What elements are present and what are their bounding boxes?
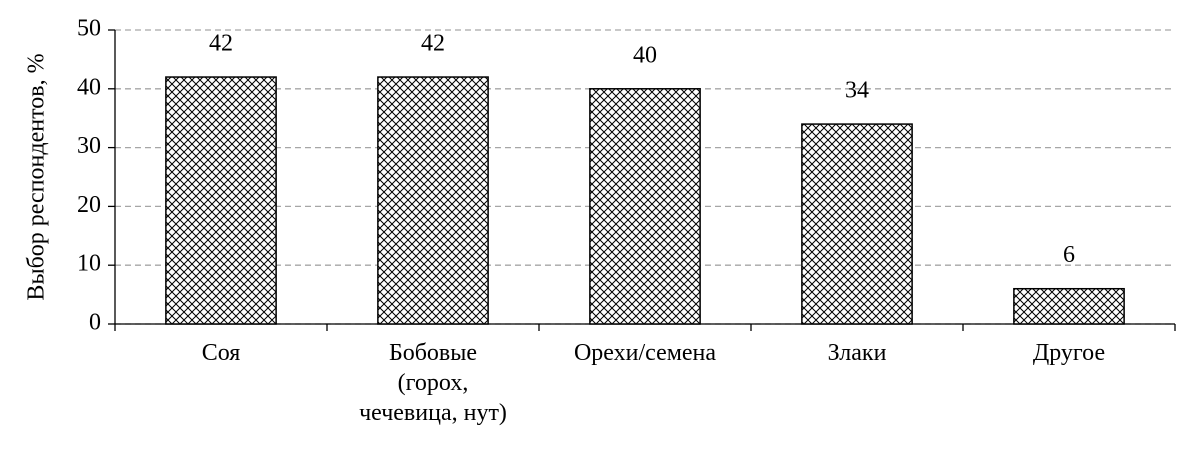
x-tick-label: Бобовые (горох, чечевица, нут) xyxy=(359,340,507,426)
y-tick-label: 20 xyxy=(77,192,101,218)
bar xyxy=(377,76,489,325)
y-tick-label: 50 xyxy=(77,16,101,42)
bar xyxy=(589,88,701,325)
bar xyxy=(801,123,913,325)
data-label: 40 xyxy=(633,42,657,68)
y-tick-label: 10 xyxy=(77,251,101,277)
x-tick-label: Злаки xyxy=(827,340,887,366)
x-tick-label-box: Бобовые (горох, чечевица, нут) xyxy=(327,338,539,428)
y-tick-label: 30 xyxy=(77,133,101,159)
x-tick-label-box: Соя xyxy=(115,338,327,368)
data-label: 42 xyxy=(209,31,233,57)
data-label: 34 xyxy=(845,78,869,104)
bar xyxy=(165,76,277,325)
x-tick-label: Орехи/семена xyxy=(573,340,717,366)
y-tick-label: 0 xyxy=(89,310,101,336)
y-axis-label: Выбор респондентов, % xyxy=(24,53,50,300)
y-tick-label: 40 xyxy=(77,74,101,100)
x-tick-label-box: Орехи/семена xyxy=(539,338,751,368)
x-tick-label: Другое xyxy=(1032,340,1106,366)
data-label: 42 xyxy=(421,31,445,57)
data-label: 6 xyxy=(1063,242,1075,268)
x-tick-label-box: Другое xyxy=(963,338,1175,368)
x-tick-label-box: Злаки xyxy=(751,338,963,368)
x-tick-label: Соя xyxy=(201,340,241,366)
bar xyxy=(1013,287,1125,325)
